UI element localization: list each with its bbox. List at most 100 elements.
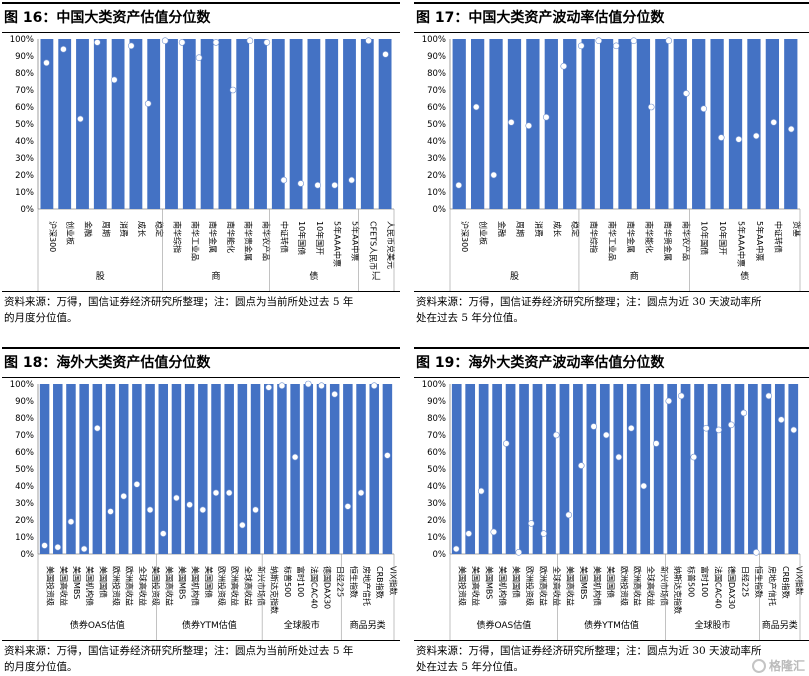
percentile-dot	[590, 423, 598, 430]
bar	[182, 39, 196, 209]
bar	[224, 384, 234, 554]
y-tick-label: 60%	[427, 103, 446, 113]
category-label: 富时100	[296, 566, 306, 597]
y-tick-label: 40%	[15, 482, 34, 492]
category-label: 周期	[101, 221, 110, 237]
category-label: 南华工业品	[190, 221, 200, 261]
bar	[53, 384, 63, 554]
category-label: 5年AAA中票	[737, 221, 747, 267]
y-tick-label: 90%	[427, 52, 446, 62]
category-label: 美国MBS	[177, 566, 187, 599]
bar	[526, 39, 540, 209]
percentile-dot	[490, 171, 498, 179]
bar	[734, 384, 745, 554]
group-label: 债券OAS估值	[476, 619, 531, 631]
y-tick-label: 10%	[427, 188, 446, 198]
category-label: 美国国债	[606, 566, 616, 598]
percentile-dot	[225, 489, 233, 497]
category-label: 恒生指数	[754, 566, 764, 598]
percentile-dot	[107, 508, 114, 515]
percentile-dot	[735, 136, 743, 143]
percentile-dot	[577, 42, 585, 50]
bar	[761, 384, 772, 554]
category-label: 10年国开	[315, 221, 325, 255]
category-label: 美国高收益	[164, 566, 174, 606]
figure-17: 图 17：中国大类资产波动率估值分位数 0% 10% 20% 30% 40% 50% 60%…	[414, 2, 809, 326]
note-line-1: 资料来源：万得，国信证券经济研究所整理；注：圆点为当前所处过去 5 年	[4, 645, 354, 657]
percentile-dot	[144, 100, 152, 107]
bar	[79, 384, 89, 554]
bar	[728, 39, 743, 209]
bar	[452, 39, 466, 209]
y-tick-label: 100%	[10, 380, 34, 390]
category-label: 欧洲投资级	[525, 566, 535, 606]
bar	[546, 384, 556, 554]
source-note: 资料来源：万得，国信证券经济研究所整理；注：圆点为近 30 天波动率所 处在过去…	[414, 291, 809, 326]
bar	[788, 384, 799, 554]
category-label: 房地产信托	[362, 566, 372, 606]
bar	[532, 384, 543, 554]
bar	[471, 39, 485, 209]
percentile-dot	[178, 39, 186, 46]
bar	[329, 384, 340, 554]
bar	[277, 384, 287, 554]
y-tick-label: 100%	[10, 35, 34, 45]
category-label: 欧洲高收益	[230, 566, 240, 606]
percentile-dot	[502, 440, 510, 447]
bar	[132, 384, 142, 554]
percentile-dot	[314, 181, 322, 189]
note-line-1: 资料来源：万得，国信证券经济研究所整理；注：圆点为近 30 天波动率所	[416, 296, 762, 308]
percentile-dot	[120, 492, 128, 500]
category-label: 南华贵金属	[663, 221, 673, 261]
category-label: 5年AA中票	[351, 221, 361, 261]
category-label: 新兴市场债	[257, 566, 267, 606]
percentile-dot	[560, 62, 568, 70]
percentile-dot	[647, 103, 655, 111]
percentile-dot	[515, 549, 523, 556]
group-label: 债券YTM估值	[182, 619, 237, 631]
category-label: 沪深300	[460, 221, 470, 252]
y-tick-label: 70%	[427, 431, 446, 441]
category-label: 法国CAC40	[714, 566, 724, 609]
percentile-dot	[677, 392, 685, 400]
chart-18: 0%10%20%30%40%50%60%70%80%90%100%美国投资级 美国…	[10, 380, 398, 640]
category-label: 法国CAC40	[309, 566, 319, 609]
bar	[118, 384, 129, 554]
bar	[640, 384, 651, 554]
watermark-logo-icon	[751, 658, 766, 673]
note-line-2: 的月度分位值。	[4, 661, 78, 673]
category-label: 标普500	[283, 566, 293, 597]
y-tick-label: 90%	[15, 52, 34, 62]
percentile-dot	[127, 42, 135, 50]
category-label: 人民币兑美元	[386, 221, 396, 269]
watermark-text: 格隆汇	[768, 659, 805, 673]
bar	[200, 39, 214, 209]
group-label: 全球股市	[694, 619, 730, 631]
percentile-dot	[212, 39, 220, 46]
bar	[165, 39, 178, 209]
percentile-dot	[77, 115, 84, 123]
category-label: 美国机构债	[191, 566, 201, 606]
category-label: 南华金属	[626, 221, 636, 253]
percentile-dot	[542, 113, 550, 121]
chart-19: 0%10%20%30%40%50%60%70%80%90%100%美国投资级 美国…	[422, 380, 804, 640]
note-line-2: 处在过去 5 年分位值。	[416, 661, 524, 673]
y-tick-label: 50%	[427, 465, 446, 475]
bar	[599, 384, 610, 554]
bar	[626, 384, 637, 554]
bar	[198, 384, 208, 554]
percentile-dot	[455, 181, 463, 189]
bar	[573, 384, 583, 554]
category-label: 纳斯达克指数	[673, 566, 683, 614]
bar	[710, 39, 724, 209]
group-label: 商品另类	[762, 619, 798, 631]
percentile-dot	[229, 86, 237, 94]
bar	[748, 384, 758, 554]
percentile-dot	[690, 453, 698, 461]
y-tick-label: 0%	[21, 205, 35, 215]
percentile-dot	[665, 397, 673, 405]
percentile-dot	[297, 180, 305, 187]
percentile-dot	[80, 545, 88, 553]
group-label: 股	[96, 271, 105, 282]
y-tick-label: 90%	[15, 397, 34, 407]
